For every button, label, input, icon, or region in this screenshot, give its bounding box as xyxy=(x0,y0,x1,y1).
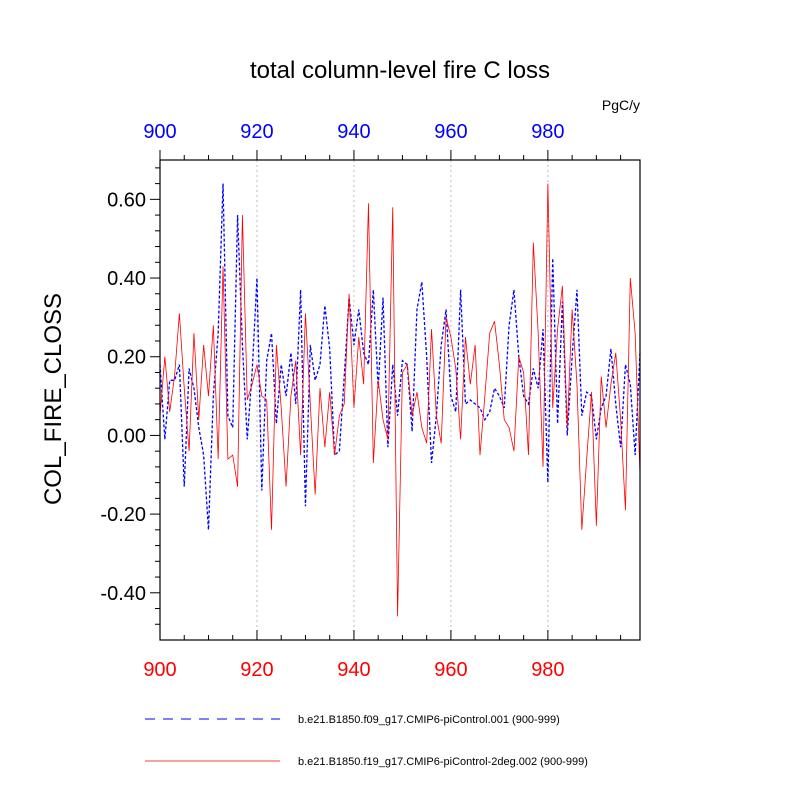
x-tick-label-bottom: 960 xyxy=(434,659,467,681)
legend-label-2: b.e21.B1850.f19_g17.CMIP6-piControl-2deg… xyxy=(298,756,588,768)
y-tick-label: 0.60 xyxy=(107,189,146,211)
grid xyxy=(256,160,549,640)
series-layer xyxy=(159,183,641,617)
plot-frame xyxy=(159,159,641,641)
y-tick-label: 0.20 xyxy=(107,347,146,369)
x-tick-label-top: 920 xyxy=(240,121,273,143)
x-tick-label-bottom: 900 xyxy=(143,659,176,681)
series-line-1 xyxy=(159,183,641,530)
y-tick-label: 0.40 xyxy=(107,268,146,290)
x-tick-label-top: 900 xyxy=(143,121,176,143)
y-tick-label: 0.00 xyxy=(107,425,146,447)
chart-title: total column-level fire C loss xyxy=(250,57,550,84)
x-tick-label-bottom: 980 xyxy=(531,659,564,681)
x-tick-label-bottom: 940 xyxy=(337,659,370,681)
x-tick-label-top: 960 xyxy=(434,121,467,143)
y-axis-label: COL_FIRE_CLOSS xyxy=(40,293,67,505)
x-tick-label-bottom: 920 xyxy=(240,659,273,681)
y-tick-label: -0.40 xyxy=(100,583,146,605)
x-tick-label-top: 980 xyxy=(531,121,564,143)
x-tick-label-top: 940 xyxy=(337,121,370,143)
legend: b.e21.B1850.f09_g17.CMIP6-piControl.001 … xyxy=(145,714,588,768)
units-label: PgC/y xyxy=(602,97,640,113)
legend-label-1: b.e21.B1850.f09_g17.CMIP6-piControl.001 … xyxy=(298,714,560,726)
axis-ticks xyxy=(150,150,622,640)
series-line-2 xyxy=(159,183,641,617)
tick-labels: 900 900 920 920 940 940 960 960 980 980 -0.40 -0.20… xyxy=(100,121,564,681)
y-tick-label: -0.20 xyxy=(100,504,146,526)
